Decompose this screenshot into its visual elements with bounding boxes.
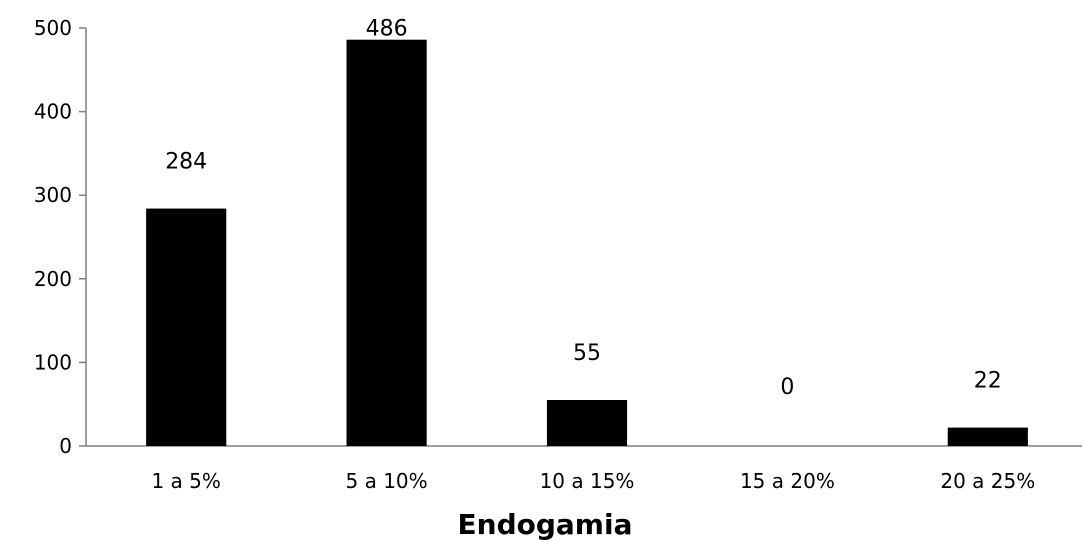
data-label: 22 <box>974 369 1002 394</box>
x-tick-label: 10 a 15% <box>540 469 635 493</box>
y-tick-label: 500 <box>34 16 72 40</box>
data-label: 284 <box>165 150 207 175</box>
data-label: 486 <box>366 17 408 42</box>
bar <box>346 39 427 446</box>
x-tick-label: 5 a 10% <box>346 469 428 493</box>
y-tick-label: 200 <box>34 267 72 291</box>
bar <box>146 208 227 446</box>
y-tick-label: 0 <box>59 434 72 458</box>
data-labels: 284 486 55 0 22 <box>165 17 1002 400</box>
x-tick-label: 15 a 20% <box>740 469 835 493</box>
x-axis-title: Endogamia <box>458 508 633 541</box>
data-label: 55 <box>573 341 601 366</box>
data-label: 0 <box>780 375 794 400</box>
x-tick-label: 1 a 5% <box>151 469 220 493</box>
y-tick-label: 400 <box>34 100 72 124</box>
y-tick-label: 300 <box>34 183 72 207</box>
bars <box>146 39 1028 446</box>
x-tick-label: 20 a 25% <box>940 469 1035 493</box>
y-axis-ticks: 0 100 200 300 400 500 <box>34 16 86 458</box>
bar <box>947 427 1028 446</box>
x-axis-ticks: 1 a 5% 5 a 10% 10 a 15% 15 a 20% 20 a 25% <box>151 469 1035 493</box>
bar <box>546 400 628 446</box>
y-tick-label: 100 <box>34 350 72 374</box>
